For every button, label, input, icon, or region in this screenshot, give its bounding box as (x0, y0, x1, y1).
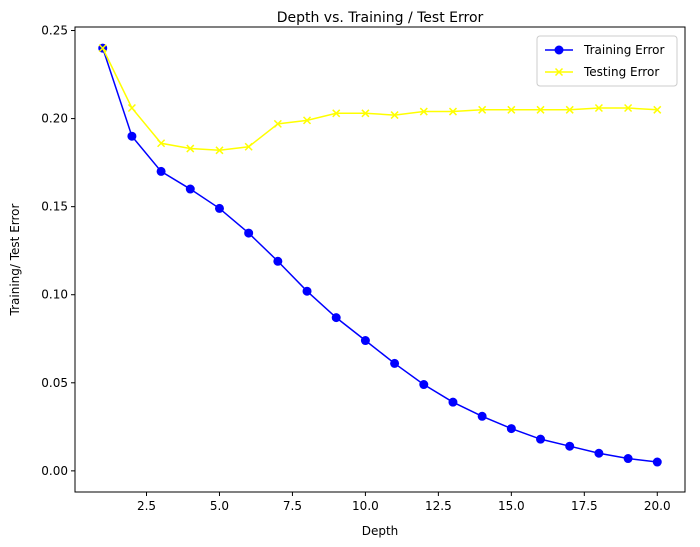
testing-error-point (478, 105, 487, 114)
training-error-point (448, 397, 458, 407)
testing-error-point (361, 109, 370, 118)
testing-error-point (653, 105, 662, 114)
training-error-point (536, 434, 546, 444)
y-tick-label: 0.10 (41, 288, 68, 302)
training-error-line (102, 47, 658, 463)
y-tick-label: 0.15 (41, 200, 68, 214)
testing-error-point (507, 105, 516, 114)
legend-label: Testing Error (583, 65, 659, 79)
series-layer (98, 43, 662, 467)
legend-label: Training Error (583, 43, 664, 57)
training-error-point (506, 424, 516, 434)
y-tick-label: 0.20 (41, 112, 68, 126)
testing-error-point (215, 146, 224, 155)
legend-marker (554, 67, 564, 77)
x-tick-label: 2.5 (137, 499, 156, 513)
testing-error-point (303, 116, 312, 125)
testing-error-point (624, 103, 633, 113)
training-error-point (652, 457, 662, 467)
x-tick-label: 12.5 (425, 499, 452, 513)
testing-error-point (419, 107, 428, 116)
training-error-point (244, 228, 254, 238)
y-axis-label: Training/ Test Error (8, 203, 22, 316)
series-testing-error (98, 44, 662, 155)
training-error-point (623, 454, 633, 464)
testing-error-point (98, 44, 107, 53)
training-error-point (127, 131, 137, 141)
plot-area (75, 27, 685, 492)
chart-title: Depth vs. Training / Test Error (277, 10, 484, 26)
x-tick-label: 10.0 (352, 499, 379, 513)
testing-error-line (102, 47, 658, 152)
legend: Training Error Testing Error (536, 35, 678, 87)
y-tick-label: 0.05 (41, 376, 68, 390)
training-error-point (565, 441, 575, 451)
x-tick-label: 15.0 (498, 499, 525, 513)
testing-error-point (244, 142, 253, 151)
training-error-point (185, 184, 195, 194)
training-error-point (302, 286, 312, 296)
x-axis-label: Depth (362, 524, 399, 538)
training-error-point (360, 336, 370, 346)
training-error-point (214, 203, 224, 213)
legend-item-testing-error: Testing Error (545, 65, 659, 79)
y-tick-label: 0.00 (41, 464, 68, 478)
training-error-point (331, 313, 341, 323)
y-axis: 0.00 0.05 0.10 0.15 0.20 0.25 (41, 24, 75, 478)
training-error-point (273, 256, 283, 266)
x-tick-label: 5.0 (210, 499, 229, 513)
x-axis: 2.5 5.0 7.5 10.0 12.5 15.0 17.5 20.0 (137, 492, 671, 513)
legend-items: Training Error Testing Error (545, 43, 664, 79)
legend-box (536, 35, 678, 87)
testing-error-point (594, 103, 603, 113)
legend-item-training-error: Training Error (545, 43, 664, 57)
plot-frame (74, 26, 686, 493)
testing-error-point (448, 107, 457, 116)
x-tick-label: 20.0 (644, 499, 671, 513)
x-tick-label: 17.5 (571, 499, 598, 513)
training-error-point (594, 448, 604, 458)
testing-error-point (390, 111, 399, 120)
testing-error-point (332, 109, 341, 118)
testing-error-point (273, 119, 282, 128)
y-tick-label: 0.25 (41, 24, 68, 38)
testing-error-point (157, 139, 166, 148)
testing-error-point (186, 144, 195, 153)
legend-marker (554, 45, 564, 55)
training-error-point (156, 166, 166, 176)
x-tick-label: 7.5 (283, 499, 302, 513)
testing-error-point (536, 105, 545, 114)
testing-error-point (127, 103, 136, 113)
training-error-point (477, 411, 487, 421)
testing-error-point (565, 105, 574, 114)
training-error-point (390, 358, 400, 368)
training-error-point (419, 380, 429, 390)
